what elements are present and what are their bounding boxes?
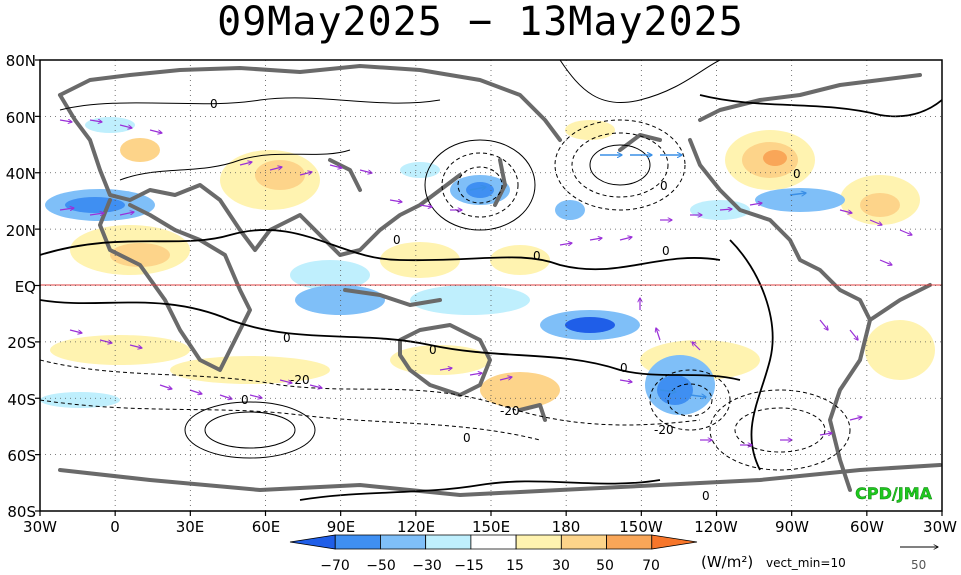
lon-label: 0 [110, 518, 120, 536]
colorbar-tick: −15 [454, 558, 484, 574]
colorbar-segment [515, 534, 562, 550]
colorbar-segment [380, 534, 427, 550]
anomaly-shading [40, 117, 935, 415]
lon-label: 60E [252, 518, 281, 536]
lat-label: 80S [7, 503, 36, 521]
lat-label: 40S [7, 391, 36, 409]
lon-label: 120W [694, 518, 738, 536]
credit-label: CPD/JMA [855, 484, 932, 503]
latitude-labels: 80N 60N 40N 20N EQ 20S 40S 60S 80S [6, 52, 36, 521]
contour-label: 0 [662, 244, 670, 258]
coastlines [58, 64, 942, 497]
contour-label: 0 [702, 489, 710, 503]
lon-label: 180 [552, 518, 581, 536]
contour-label: 0 [533, 249, 541, 263]
contour-label: -20 [290, 373, 310, 387]
lon-label: 90E [327, 518, 356, 536]
colorbar-tick: 30 [552, 558, 570, 574]
contour-labels: 0 0 0 0 0 0 0 0 0 0 0 -20 -20 -20 0 [210, 97, 801, 503]
contour-label: 0 [660, 179, 668, 193]
contour-label: 0 [429, 343, 437, 357]
colorbar-segment [560, 534, 607, 550]
colorbar-segment [606, 534, 653, 550]
lon-label: 150E [472, 518, 510, 536]
colorbar-tick: 15 [506, 558, 524, 574]
contour-label: 0 [463, 431, 471, 445]
contour-label: 0 [793, 167, 801, 181]
contour-label: -20 [500, 404, 520, 418]
lat-label: 40N [6, 165, 36, 183]
lat-label: 20S [7, 334, 36, 352]
lon-label: 90W [775, 518, 809, 536]
colorbar-unit: (W/m²) [701, 553, 753, 571]
lat-label: 60S [7, 447, 36, 465]
strong-wind-vectors [469, 155, 806, 397]
colorbar-ticks: −70 −50 −30 −15 15 30 50 70 [320, 558, 660, 574]
contour-label: 0 [393, 233, 401, 247]
colorbar-segment [651, 534, 698, 550]
colorbar-tick: 50 [596, 558, 614, 574]
colorbar-tick: −70 [320, 558, 350, 574]
colorbar-segment [289, 534, 336, 550]
lon-label: 60W [850, 518, 884, 536]
contour-label: 0 [620, 361, 628, 375]
lon-label: 30W [23, 518, 57, 536]
colorbar-segment [425, 534, 472, 550]
map-title: 09May2025 − 13May2025 [217, 0, 744, 45]
contour-label: 0 [210, 97, 218, 111]
contours [40, 60, 942, 501]
colorbar-tick: −30 [412, 558, 442, 574]
lon-label: 30W [923, 518, 957, 536]
colorbar-segment [334, 534, 381, 550]
colorbar [289, 534, 698, 550]
vector-min-note: vect_min=10 [766, 556, 846, 570]
wind-vectors [59, 120, 912, 445]
lat-label: 20N [6, 222, 36, 240]
contour-label: -20 [654, 423, 674, 437]
grid-lines [40, 60, 942, 511]
reference-vector-label: 50 [911, 558, 926, 572]
colorbar-tick: 70 [642, 558, 660, 574]
lon-label: 150W [619, 518, 663, 536]
lat-label: 60N [6, 109, 36, 127]
longitude-labels: 30W 0 30E 60E 90E 120E 150E 180 150W 120… [23, 518, 957, 536]
contour-label: 0 [283, 331, 291, 345]
lat-label: 80N [6, 52, 36, 70]
contour-label: 0 [241, 393, 249, 407]
lat-label: EQ [15, 278, 36, 296]
colorbar-segment [470, 534, 517, 550]
colorbar-tick: −50 [366, 558, 396, 574]
lon-label: 120E [397, 518, 435, 536]
lon-label: 30E [176, 518, 205, 536]
axis-ticks [35, 59, 943, 516]
